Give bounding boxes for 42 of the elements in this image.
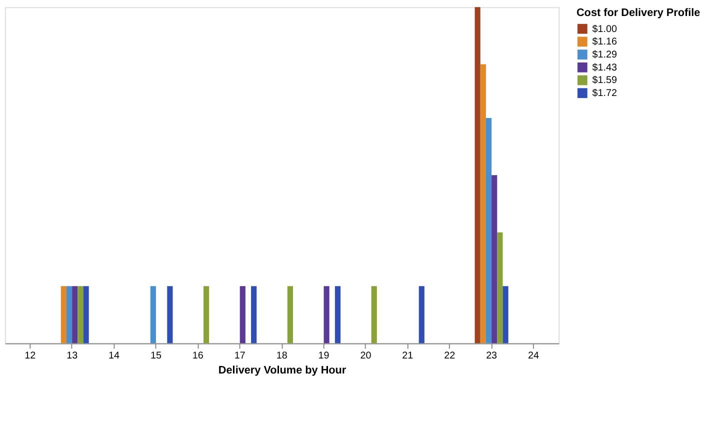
bar [150, 286, 156, 344]
x-tick-label: 16 [192, 350, 204, 362]
legend-title: Cost for Delivery Profile [576, 6, 700, 19]
x-tick-label: 24 [528, 350, 540, 362]
bar [83, 286, 89, 344]
x-tick-label: 13 [66, 350, 78, 362]
bar [418, 286, 424, 344]
bar [204, 286, 210, 344]
bar [492, 175, 498, 344]
x-axis-title: Delivery Volume by Hour [218, 364, 347, 376]
bar [371, 286, 377, 344]
bar [72, 286, 78, 344]
x-tick-label: 22 [444, 350, 456, 362]
bar [240, 286, 246, 344]
bar [66, 286, 72, 344]
bar [287, 286, 293, 344]
bar [251, 286, 257, 344]
x-tick-label: 23 [486, 350, 498, 362]
x-tick-label: 14 [108, 350, 120, 362]
legend-label: $1.59 [592, 75, 618, 86]
legend-label: $1.29 [592, 50, 618, 61]
x-tick-label: 19 [318, 350, 330, 362]
bar [497, 232, 503, 344]
bar [502, 286, 508, 344]
bar [474, 7, 480, 344]
bar [334, 286, 341, 344]
x-tick-label: 18 [276, 350, 288, 362]
bar [480, 64, 486, 344]
x-tick-label: 15 [150, 350, 162, 362]
x-tick-label: 17 [234, 350, 246, 362]
legend-label: $1.16 [592, 36, 618, 48]
legend-label: $1.00 [592, 24, 618, 35]
legend-label: $1.72 [592, 88, 618, 100]
x-tick-label: 12 [24, 350, 36, 362]
bar [60, 286, 66, 344]
bar [167, 286, 173, 344]
bar [324, 286, 330, 344]
x-tick-label: 20 [360, 350, 372, 362]
x-tick-label: 21 [402, 350, 414, 362]
legend-label: $1.43 [592, 62, 618, 74]
bar [486, 118, 492, 344]
bar [78, 286, 84, 344]
